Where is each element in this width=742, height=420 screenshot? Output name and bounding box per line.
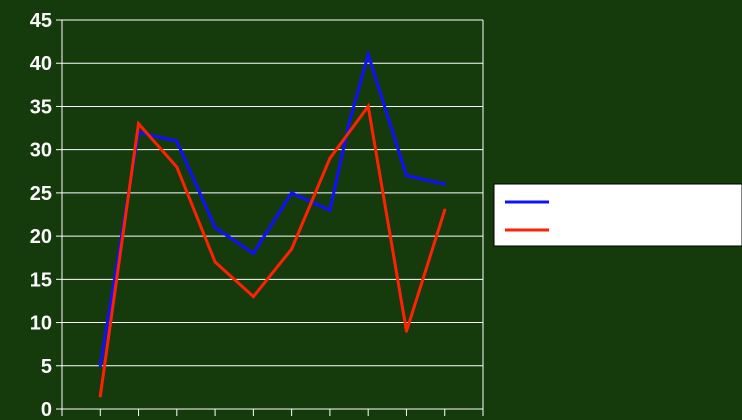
y-tick-labels: 0 5 10 15 20 25 30 35 40 45 — [30, 10, 52, 420]
series-line-urban-south — [98, 49, 446, 367]
data-point-outside-urban-southern — [366, 104, 370, 108]
data-point-urban-south — [404, 174, 408, 178]
y-tick-label: 10 — [30, 313, 52, 335]
data-point-urban-south — [290, 191, 294, 195]
legend-label-outside-urban-southern: Outside urban Southern — [553, 224, 699, 239]
data-point-outside-urban-southern — [328, 156, 332, 160]
legend-box — [493, 183, 742, 247]
y-tick-label: 15 — [30, 269, 52, 291]
y-tick-label: 0 — [41, 399, 52, 420]
y-tick-label: 40 — [30, 53, 52, 75]
data-point-outside-urban-southern — [98, 394, 102, 398]
legend-label-urban-south: Urban South — [553, 196, 631, 211]
data-point-urban-south — [213, 225, 217, 229]
y-tick-label: 30 — [30, 140, 52, 162]
data-point-urban-south — [347, 122, 351, 126]
legend: Urban South Outside urban Southern — [493, 183, 742, 247]
data-point-urban-south — [251, 251, 255, 255]
data-point-urban-south — [98, 364, 102, 368]
y-tick-label: 35 — [30, 96, 52, 118]
data-point-urban-south — [175, 139, 179, 143]
data-point-urban-south — [328, 208, 332, 212]
series-line-outside-urban-southern — [98, 102, 447, 397]
axes — [56, 19, 484, 416]
y-tick-label: 20 — [30, 226, 52, 248]
data-point-outside-urban-southern — [290, 247, 294, 251]
data-point-outside-urban-southern — [251, 295, 255, 299]
y-tick-label: 5 — [41, 356, 52, 378]
data-point-urban-south — [366, 53, 370, 57]
data-point-outside-urban-southern — [213, 260, 217, 264]
series-lines — [98, 49, 447, 398]
y-tick-label: 45 — [30, 10, 52, 32]
data-point-outside-urban-southern — [443, 208, 447, 212]
data-point-outside-urban-southern — [137, 122, 141, 126]
grid-lines — [62, 19, 483, 367]
y-tick-label: 25 — [30, 183, 52, 205]
data-point-urban-south — [443, 182, 447, 186]
data-point-outside-urban-southern — [404, 329, 408, 333]
data-point-outside-urban-southern — [175, 165, 179, 169]
